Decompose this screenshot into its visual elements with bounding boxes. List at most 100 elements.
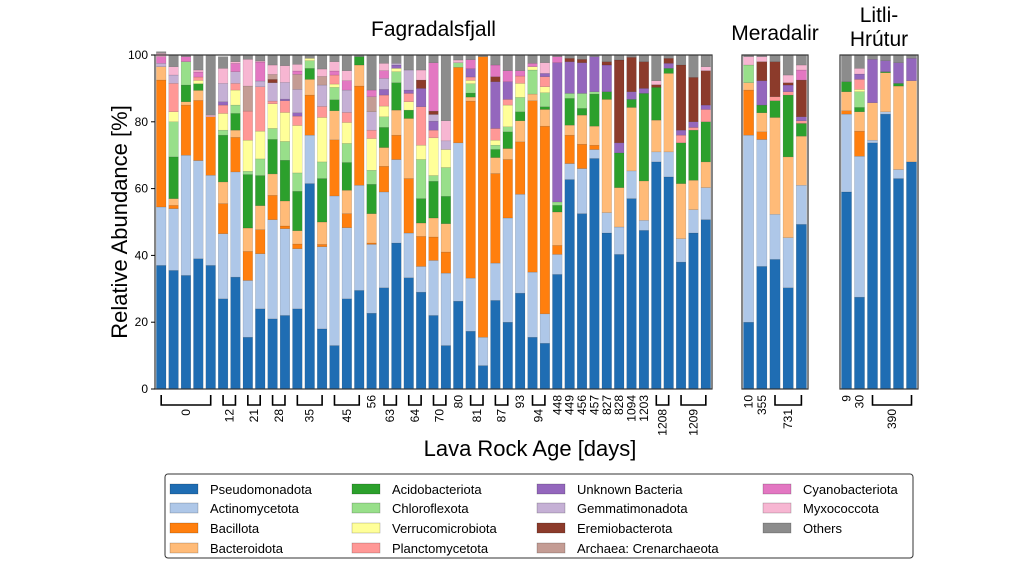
bar-segment [465, 54, 476, 60]
bar-segment [796, 120, 807, 124]
bar-segment [651, 54, 662, 81]
panel-title: Meradalir [731, 22, 819, 45]
bar-segment [782, 54, 794, 76]
bar-segment [453, 54, 464, 61]
bar-segment [502, 126, 513, 133]
bar-segment [304, 79, 315, 96]
bar-segment [614, 59, 625, 144]
bar-segment [490, 54, 501, 66]
bar-segment [465, 76, 476, 81]
bar-segment [841, 91, 852, 111]
bar-segment [341, 143, 352, 163]
bar-segment [539, 109, 550, 127]
bar-segment [354, 85, 365, 186]
bar-segment [700, 219, 711, 390]
bar-segment [756, 80, 768, 106]
bar-segment [292, 112, 303, 117]
bar-segment [242, 174, 253, 229]
y-tick-label: 0 [141, 382, 148, 396]
bar-segment [515, 75, 526, 84]
bar-segment [577, 168, 588, 214]
bar-segment [267, 219, 278, 320]
bar-segment [564, 98, 575, 126]
bar-segment [906, 80, 917, 163]
bar-segment [465, 277, 476, 332]
bar-segment [428, 54, 439, 63]
bar-segment [255, 61, 266, 82]
bar-segment [378, 105, 390, 117]
bar-segment [515, 141, 526, 195]
legend-label: Archaea: Crenarchaeota [577, 541, 719, 556]
x-tick-label: 12 [222, 409, 236, 423]
bar-segment [218, 104, 229, 114]
bar-segment [638, 54, 649, 62]
bar-segment [242, 227, 253, 252]
y-tick-label: 80 [135, 115, 149, 129]
bar-segment [403, 101, 414, 111]
bar-segment [416, 222, 427, 237]
bar-segment [577, 213, 588, 390]
x-tick-label: 9 [840, 395, 854, 402]
bar-segment [230, 83, 241, 91]
bar-segment [614, 226, 625, 255]
bar-segment [230, 113, 241, 131]
x-tick-label: 1209 [686, 409, 700, 436]
bar-segment [230, 61, 241, 64]
bar-segment [769, 117, 781, 215]
bar-segment [552, 245, 563, 255]
group-bracket [531, 395, 546, 406]
bar-segment [893, 178, 904, 390]
bar-segment [626, 198, 637, 390]
bar-segment [700, 109, 711, 123]
legend-box [164, 473, 914, 559]
bar-segment [341, 190, 352, 214]
bar-segment [391, 159, 402, 244]
bar-segment [341, 70, 352, 81]
bar-segment [230, 71, 241, 84]
bar-segment [267, 82, 278, 102]
bar-segment [688, 232, 699, 390]
bar-segment [428, 137, 439, 176]
bar-segment [378, 147, 390, 167]
bar-segment [527, 100, 538, 273]
bar-segment [341, 122, 352, 144]
bar-segment [663, 151, 674, 178]
bar-segment [663, 73, 674, 153]
bar-segment [906, 161, 917, 390]
bar-segment [242, 280, 253, 338]
bar-segment [651, 84, 662, 88]
bar-segment [354, 185, 365, 291]
bar-segment [577, 143, 588, 169]
bar-segment [267, 128, 278, 140]
bar-segment [638, 220, 649, 231]
bar-segment [552, 62, 563, 203]
bar-segment [292, 54, 303, 65]
bar-segment [465, 331, 476, 390]
bar-segment [341, 213, 352, 228]
bar-segment [769, 61, 781, 97]
bar-segment [880, 111, 891, 115]
x-tick-label: 45 [340, 409, 354, 423]
legend-swatch [351, 502, 381, 514]
bar-segment [428, 315, 439, 390]
bar-segment [796, 224, 807, 390]
bar-segment [490, 157, 501, 174]
bar-segment [893, 169, 904, 179]
bar-segment [292, 243, 303, 249]
bar-segment [756, 104, 768, 113]
bar-segment [841, 191, 852, 390]
x-tick-label: 30 [853, 395, 867, 409]
bar-segment [552, 56, 563, 63]
bar-segment [700, 121, 711, 163]
bar-segment [156, 206, 167, 266]
bar-segment [366, 111, 377, 131]
panel-frame [741, 54, 809, 390]
bar-segment [564, 179, 575, 390]
bar-segment [205, 175, 216, 266]
bar-segment [782, 84, 794, 92]
legend-label: Cyanobacteriota [803, 482, 898, 497]
bar-segment [168, 208, 179, 271]
legend-swatch [169, 483, 199, 495]
bar-segment [700, 70, 711, 106]
bar-segment [292, 89, 303, 113]
